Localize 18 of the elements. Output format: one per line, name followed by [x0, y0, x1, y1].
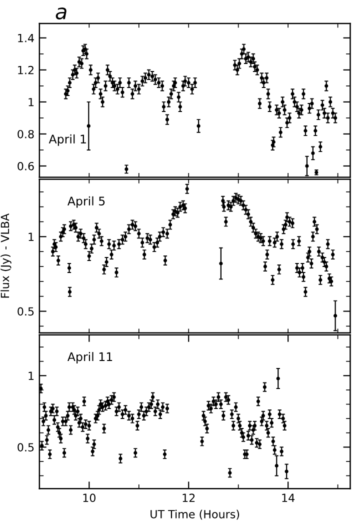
y-axis-title: Flux (Jy) - VLBA — [0, 214, 12, 298]
x-axis-title: UT Time (Hours) — [150, 510, 240, 520]
x-tick-label: 14 — [282, 494, 295, 502]
annotation: April 1 — [48, 134, 86, 146]
y-tick-label: 1 — [28, 372, 34, 380]
annotation: April 11 — [67, 352, 112, 364]
x-tick-label: 10 — [83, 494, 96, 502]
y-tick-label: 1.2 — [18, 66, 34, 74]
y-tick-label: 0.5 — [18, 443, 34, 452]
y-tick-label: 1 — [28, 232, 34, 241]
y-tick-label: 0.5 — [18, 307, 34, 316]
chart-title: a — [56, 7, 66, 20]
y-tick-label: 1 — [28, 98, 34, 106]
annotation: April 5 — [67, 196, 105, 208]
x-tick-label: 12 — [182, 494, 195, 502]
y-tick-label: 0.6 — [18, 162, 34, 170]
y-tick-label: 1.4 — [18, 34, 34, 42]
y-tick-label: 0.8 — [18, 130, 34, 138]
